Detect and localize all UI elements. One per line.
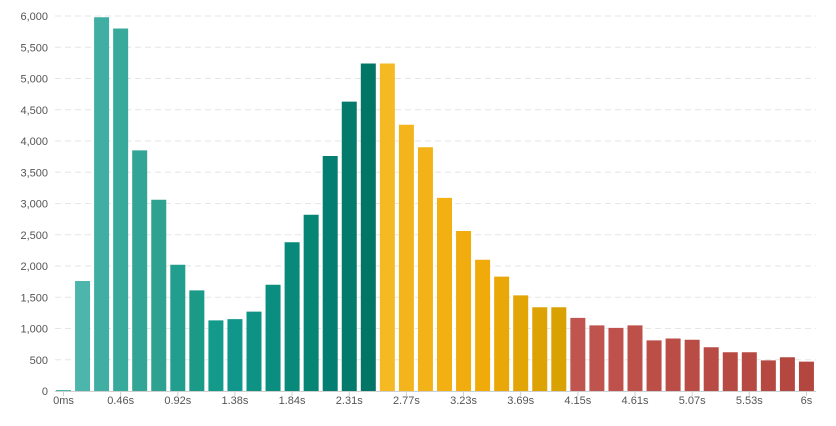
histogram-bar[interactable] (779, 357, 795, 391)
histogram-bar[interactable] (684, 339, 700, 391)
histogram-bar[interactable] (646, 340, 662, 392)
histogram-bar[interactable] (227, 319, 243, 392)
x-tick-label: 5.07s (679, 395, 706, 407)
histogram-bar[interactable] (189, 290, 205, 392)
y-tick-label: 5,500 (20, 42, 48, 54)
y-tick-label: 1,500 (20, 292, 48, 304)
histogram-bar[interactable] (703, 347, 719, 391)
y-tick-label: 2,500 (20, 230, 48, 242)
histogram-bar[interactable] (532, 307, 548, 391)
x-tick-label: 3.69s (507, 395, 534, 407)
histogram-bar[interactable] (437, 197, 452, 392)
histogram-bar[interactable] (56, 390, 71, 391)
y-tick-label: 2,000 (20, 261, 48, 273)
y-tick-label: 3,500 (20, 167, 48, 179)
y-tick-label: 6,000 (20, 11, 48, 23)
histogram-bar[interactable] (551, 307, 567, 391)
histogram-bar[interactable] (151, 199, 167, 391)
x-tick-label: 4.61s (622, 395, 649, 407)
y-tick-label: 3,000 (20, 199, 48, 211)
histogram-bar[interactable] (246, 311, 262, 392)
y-tick-label: 500 (30, 355, 48, 367)
y-tick-label: 0 (42, 386, 48, 398)
histogram-bar[interactable] (665, 338, 681, 392)
x-tick-label: 0.46s (107, 395, 134, 407)
histogram-bar[interactable] (722, 352, 738, 391)
histogram-bar[interactable] (513, 295, 529, 392)
histogram-bar[interactable] (265, 284, 281, 391)
x-tick-label: 5.53s (736, 395, 763, 407)
histogram-bar[interactable] (208, 320, 224, 392)
y-tick-label: 4,000 (20, 136, 48, 148)
x-tick-label: 2.31s (336, 395, 363, 407)
histogram-bar[interactable] (398, 124, 414, 391)
x-tick-label: 4.15s (564, 395, 591, 407)
histogram-bar[interactable] (170, 264, 186, 391)
histogram-bar[interactable] (322, 156, 338, 391)
x-tick-label: 0ms (53, 395, 74, 407)
y-tick-label: 1,000 (20, 324, 48, 336)
histogram-bar[interactable] (798, 361, 814, 392)
histogram-bar[interactable] (75, 281, 91, 391)
histogram-bar[interactable] (341, 101, 357, 392)
histogram-bar[interactable] (741, 352, 757, 391)
histogram-bar[interactable] (475, 259, 491, 391)
y-tick-label: 5,000 (20, 74, 48, 86)
histogram-bar[interactable] (360, 63, 376, 392)
histogram-bar[interactable] (608, 327, 624, 392)
histogram-bar[interactable] (113, 28, 129, 392)
x-axis: 0ms 0.46s 0.92s 1.38s 1.84s 2.31s 2.77s 3.23s 3.… (53, 391, 813, 407)
grid-lines (55, 15, 816, 361)
y-tick-label: 4,500 (20, 105, 48, 117)
histogram-bar[interactable] (589, 325, 605, 392)
histogram-bar[interactable] (456, 231, 472, 391)
histogram-bar[interactable] (417, 147, 433, 391)
histogram-bar[interactable] (284, 242, 300, 391)
histogram-bar[interactable] (303, 214, 319, 391)
x-tick-label: 1.84s (279, 395, 306, 407)
x-tick-label: 1.38s (221, 395, 248, 407)
x-tick-label: 6s (801, 395, 813, 407)
bar-series (56, 17, 814, 392)
y-axis: 0 500 1,000 1,500 2,000 2,500 3,000 3,500 4,000 4… (20, 11, 48, 398)
histogram-bar[interactable] (570, 317, 586, 392)
histogram-bar[interactable] (494, 276, 510, 392)
histogram-bar[interactable] (379, 63, 395, 392)
x-tick-label: 2.77s (393, 395, 420, 407)
histogram-bar[interactable] (760, 360, 776, 392)
x-tick-label: 0.92s (164, 395, 191, 407)
histogram-bar[interactable] (94, 17, 110, 391)
histogram-bar[interactable] (132, 150, 148, 391)
x-tick-label: 3.23s (450, 395, 477, 407)
histogram-bar[interactable] (627, 325, 643, 392)
